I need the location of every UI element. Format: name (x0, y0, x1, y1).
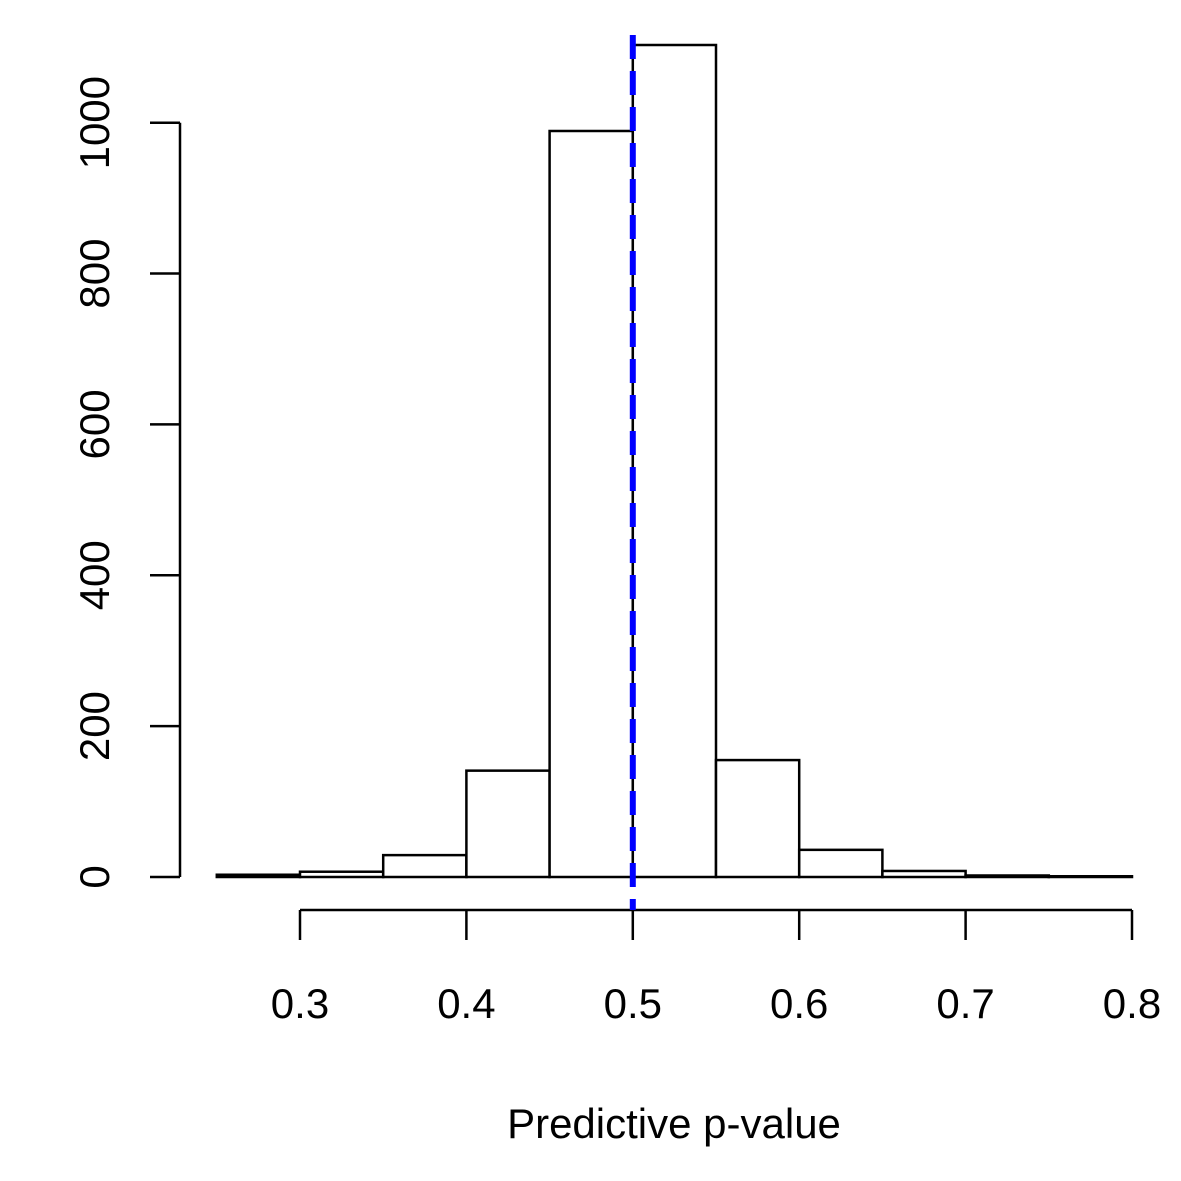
x-tick-label: 0.5 (604, 980, 662, 1027)
bar (714, 758, 801, 879)
bar (298, 870, 385, 879)
x-tick-label: 0.4 (437, 980, 495, 1027)
y-tick-label: 1000 (71, 76, 118, 169)
bar (881, 869, 967, 879)
y-tick-label: 0 (71, 865, 118, 888)
x-tick-label: 0.8 (1103, 980, 1161, 1027)
bar (465, 769, 551, 879)
y-tick-label: 400 (71, 540, 118, 610)
y-tick-label: 200 (71, 691, 118, 761)
y-tick-label: 600 (71, 389, 118, 459)
x-tick-label: 0.3 (271, 980, 329, 1027)
x-axis-label: Predictive p-value (507, 1100, 841, 1147)
bar (381, 853, 468, 879)
y-tick-label: 800 (71, 239, 118, 309)
bar (1047, 874, 1134, 879)
bar (215, 873, 302, 879)
bar (548, 129, 635, 879)
x-tick-label: 0.7 (936, 980, 994, 1027)
bar (797, 848, 884, 879)
bar (964, 874, 1051, 879)
x-tick-label: 0.6 (770, 980, 828, 1027)
bar (631, 43, 718, 879)
